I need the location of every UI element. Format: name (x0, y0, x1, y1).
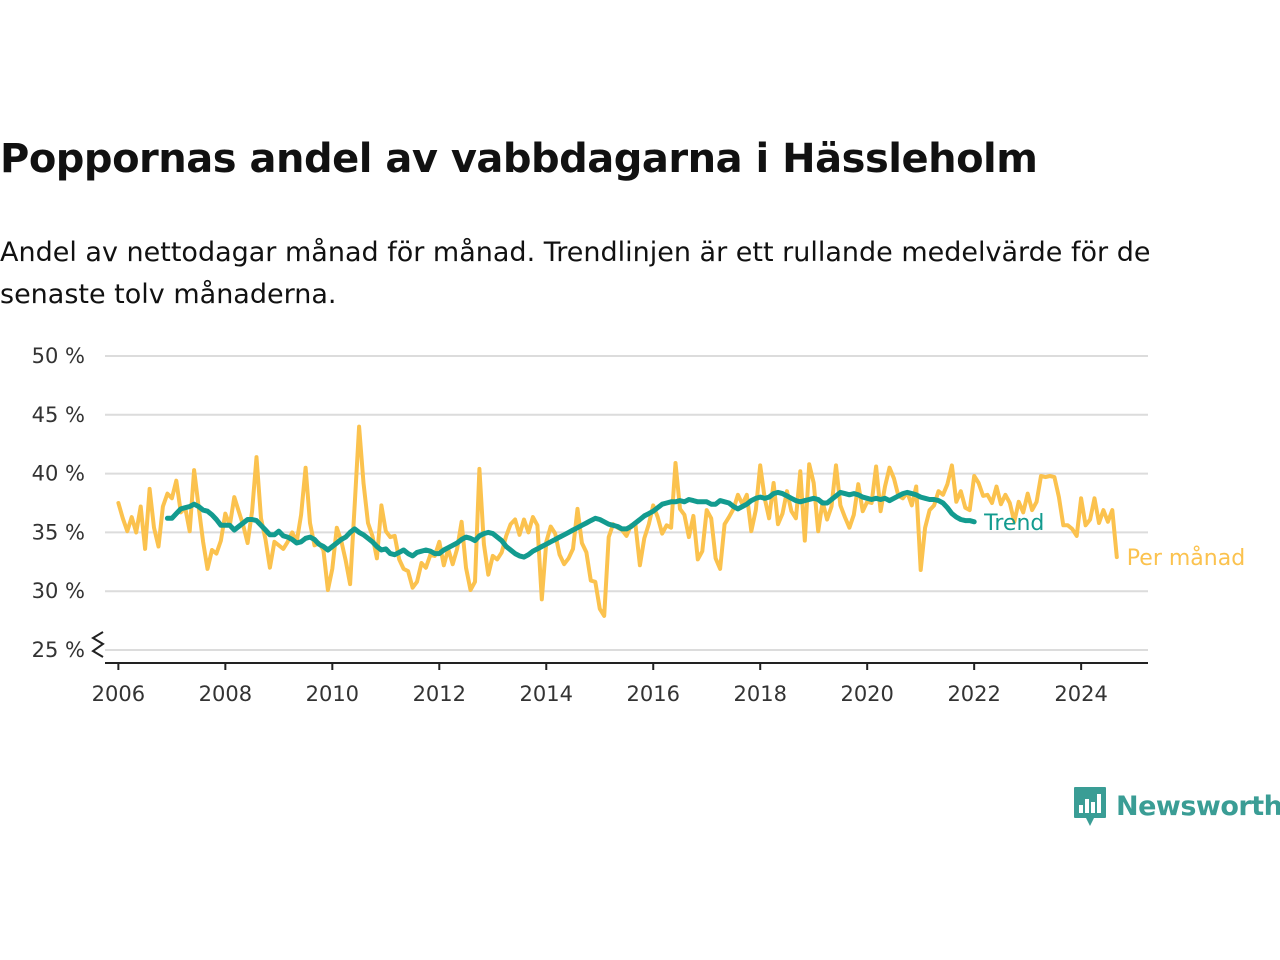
brand-name: Newsworthy (1116, 790, 1280, 822)
y-tick-label: 25 % (32, 638, 85, 662)
x-tick-label: 2012 (413, 682, 466, 706)
line-chart: 25 % 30 % 35 % 40 % 45 % 50 % 2006 2008 2010 2012… (32, 344, 1246, 706)
x-tick-label: 2010 (306, 682, 359, 706)
chart-title: Poppornas andel av vabbdagarna i Hässleh… (0, 136, 1038, 182)
y-tick-label: 45 % (32, 403, 85, 427)
series-label-per-manad: Per månad (1127, 545, 1245, 571)
y-tick-label: 50 % (32, 344, 85, 368)
chart-subtitle: Andel av nettodagar månad för månad. Tre… (0, 237, 1151, 310)
series-lines (116, 424, 1119, 618)
series-label-trend: Trend (983, 511, 1044, 536)
x-tick-label: 2008 (199, 682, 252, 706)
x-tick-label: 2014 (520, 682, 573, 706)
brand-logo[interactable]: Newsworthy (1072, 784, 1280, 828)
series-line-trend (164, 489, 977, 560)
axis-break-marker (91, 631, 105, 658)
y-tick-label: 35 % (32, 520, 85, 544)
axes: 25 % 30 % 35 % 40 % 45 % 50 % 2006 2008 2010 2012… (32, 344, 1148, 706)
y-tick-label: 30 % (32, 579, 85, 603)
x-tick-label: 2016 (627, 682, 680, 706)
x-tick-label: 2020 (840, 682, 893, 706)
y-tick-label: 40 % (32, 462, 85, 486)
x-tick-label: 2022 (947, 682, 1000, 706)
x-tick-label: 2018 (733, 682, 786, 706)
x-tick-label: 2024 (1054, 682, 1107, 706)
x-tick-label: 2006 (92, 682, 145, 706)
series-labels: Trend Per månad (983, 511, 1245, 571)
newsworthy-logo-icon (1074, 787, 1106, 826)
